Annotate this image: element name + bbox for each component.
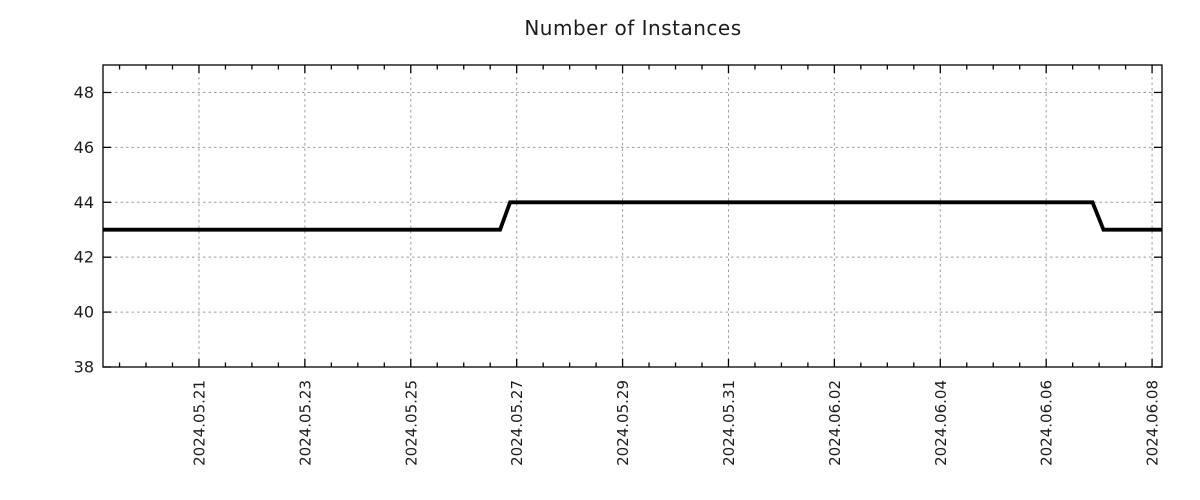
- plot-border: [102, 64, 1163, 368]
- x-tick-label: 2024.05.25: [402, 380, 420, 466]
- y-tick-label: 42: [74, 248, 94, 267]
- y-tick-label: 40: [74, 303, 94, 322]
- y-tick-label: 38: [74, 358, 94, 377]
- series-line-instances: [103, 200, 1162, 232]
- x-tick-label: 2024.06.04: [932, 380, 950, 466]
- x-tick-label: 2024.05.23: [296, 380, 314, 466]
- chart-title: Number of Instances: [524, 16, 742, 40]
- y-tick-label: 44: [74, 193, 94, 212]
- x-tick-label: 2024.06.02: [826, 380, 844, 466]
- y-tick-label: 48: [74, 83, 94, 102]
- y-tick-label: 46: [74, 138, 94, 157]
- x-tick-label: 2024.05.27: [508, 380, 526, 466]
- x-tick-label: 2024.06.06: [1038, 380, 1056, 466]
- x-tick-label: 2024.05.21: [190, 380, 208, 466]
- x-tick-label: 2024.05.31: [720, 380, 738, 466]
- x-tick-label: 2024.05.29: [614, 380, 632, 466]
- x-tick-label: 2024.06.08: [1144, 380, 1162, 466]
